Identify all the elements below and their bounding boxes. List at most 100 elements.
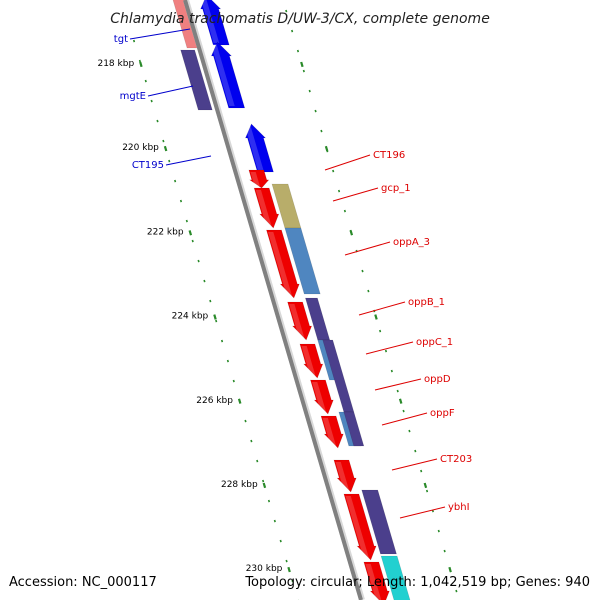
minor-tick-left [174,179,177,183]
gene-label-reverse: CT203 [440,454,472,465]
minor-tick-left [132,39,136,43]
tick-label: 218 kbp [97,59,134,69]
minor-tick-left [197,259,200,263]
minor-tick-right [384,349,388,353]
gene-arrow-forward [245,123,274,173]
minor-tick-right [343,209,346,213]
minor-tick-right [420,469,423,473]
gene-label-forward: CT195 [132,160,164,171]
gene-arrow-reverse [299,343,324,379]
minor-tick-right [361,269,364,273]
cog-band [180,49,213,111]
gene-arrow-reverse-highlight [345,496,369,558]
gene-label-reverse: oppF [430,408,455,419]
minor-tick-left [232,379,235,383]
gene-arrow-forward [210,41,246,109]
cog-band [361,489,397,555]
map-title: Chlamydia trachomatis D/UW-3/CX, complet… [110,11,490,27]
gene-label-forward: mgtE [120,91,146,102]
minor-tick-left [279,539,282,543]
tick-label: 228 kbp [221,480,258,490]
major-tick-right [448,566,452,573]
major-tick-right [423,482,428,489]
minor-tick-right [408,429,411,433]
minor-tick-right [402,409,405,413]
minor-tick-right [425,489,429,493]
minor-tick-right [296,49,300,53]
minor-tick-left [168,159,171,163]
minor-tick-left [285,559,288,563]
gene-label-reverse: oppD [424,374,451,385]
gene-arrow-reverse [343,493,377,561]
minor-tick-right [396,389,399,393]
genome-backbone [183,0,365,600]
scale-ticks: 218 kbp 220 kbp 222 kbp 224 kbp 226 kbp 228 k… [97,9,458,600]
backbone-line [183,0,363,600]
minor-tick-left [191,239,194,243]
gene-arrow-reverse [310,379,334,415]
minor-tick-right [390,369,393,373]
minor-tick-left [185,219,188,223]
minor-tick-right [308,89,311,93]
gene-arrow-reverse [320,415,344,449]
major-tick-left [139,61,143,68]
minor-tick-right [455,589,458,593]
major-tick-right [349,230,354,236]
tick-label: 220 kbp [122,143,159,153]
gene-arrow-reverse [363,561,390,600]
gene-arrow-forward [200,0,230,46]
gene-arrow-reverse-highlight [255,190,272,226]
gene-arrow-reverse-highlight [322,418,337,446]
minor-tick-right [443,549,446,553]
gene-label-reverse: oppC_1 [416,337,453,348]
minor-tick-left [156,119,159,123]
major-tick-left [237,398,242,404]
leader-line-reverse [391,458,438,471]
minor-tick-left [220,339,224,343]
minor-tick-right [437,529,440,533]
minor-tick-left [215,319,218,323]
minor-tick-left [179,199,183,203]
major-tick-right [398,398,403,404]
gene-arrow-reverse-highlight [365,564,382,600]
minor-tick-left [226,359,229,363]
leader-line-reverse [332,187,379,202]
leader-line-reverse [365,341,414,355]
tick-label: 230 kbp [246,564,283,574]
leader-line-forward [147,85,194,97]
gene-arrow-reverse-highlight [250,172,260,186]
major-tick-left [287,566,291,573]
minor-tick-left [267,499,271,503]
gene-arrow-forward-highlight [200,0,220,43]
minor-tick-left [256,459,259,463]
major-tick-left [163,145,168,152]
cog-band [380,555,411,600]
gene-arrow-reverse [333,459,357,493]
minor-tick-left [203,279,206,283]
major-tick-right [324,145,329,152]
minor-tick-left [150,99,153,103]
major-tick-right [374,314,378,320]
minor-tick-right [379,329,382,333]
minor-tick-left [291,579,294,583]
minor-tick-right [332,169,335,173]
label-leader-lines [129,28,446,519]
gene-arrow-reverse-highlight [301,346,316,376]
major-tick-left [213,314,217,320]
cog-band [271,183,302,229]
minor-tick-right [285,9,288,13]
gene-arrow-reverse [266,229,300,299]
minor-tick-right [337,189,341,193]
leader-line-forward [129,28,191,40]
cog-band [284,227,321,295]
major-tick-left [262,482,267,489]
gene-arrow-forward-highlight [244,126,264,170]
minor-tick-left [244,419,247,423]
gene-label-forward: tgt [114,34,128,45]
gene-features [172,0,411,600]
tick-label: 226 kbp [196,396,233,406]
gene-arrow-reverse-highlight [268,232,293,296]
minor-tick-right [414,449,417,453]
minor-tick-left [162,139,165,143]
